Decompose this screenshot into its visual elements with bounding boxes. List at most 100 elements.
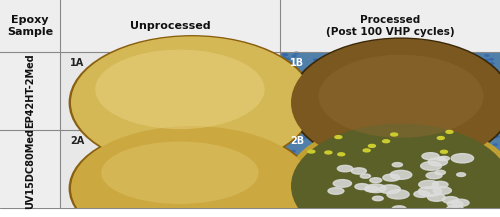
Circle shape <box>494 162 498 163</box>
Text: 1A: 1A <box>70 58 84 68</box>
Circle shape <box>342 100 346 102</box>
Circle shape <box>363 149 370 152</box>
Circle shape <box>490 59 494 60</box>
Circle shape <box>419 123 423 124</box>
Circle shape <box>309 89 313 90</box>
Circle shape <box>434 111 438 112</box>
Circle shape <box>412 165 416 167</box>
Circle shape <box>334 202 338 204</box>
Circle shape <box>492 129 496 131</box>
Circle shape <box>428 95 432 96</box>
Circle shape <box>470 138 474 140</box>
Circle shape <box>456 158 460 160</box>
Circle shape <box>420 191 424 193</box>
Circle shape <box>353 120 357 122</box>
Circle shape <box>278 135 282 137</box>
Circle shape <box>443 66 447 68</box>
Circle shape <box>380 87 384 89</box>
Circle shape <box>488 194 492 196</box>
Circle shape <box>386 144 390 146</box>
Circle shape <box>321 124 325 125</box>
Circle shape <box>318 202 322 203</box>
Circle shape <box>390 170 412 179</box>
Circle shape <box>420 115 424 117</box>
Circle shape <box>364 108 368 110</box>
Circle shape <box>393 96 397 97</box>
Circle shape <box>373 153 377 155</box>
Circle shape <box>488 72 492 73</box>
Circle shape <box>492 99 496 100</box>
Circle shape <box>338 153 344 156</box>
Circle shape <box>430 99 434 101</box>
Circle shape <box>374 133 378 135</box>
Circle shape <box>294 79 298 81</box>
Circle shape <box>420 162 442 170</box>
Circle shape <box>494 144 498 145</box>
Circle shape <box>395 155 399 157</box>
Circle shape <box>473 92 477 94</box>
Circle shape <box>408 188 412 189</box>
Circle shape <box>323 156 327 158</box>
Circle shape <box>412 116 416 117</box>
Circle shape <box>358 53 362 55</box>
Text: Unprocessed: Unprocessed <box>130 21 210 31</box>
Circle shape <box>442 151 446 153</box>
Circle shape <box>433 174 437 176</box>
Circle shape <box>474 193 478 194</box>
Circle shape <box>318 115 322 117</box>
Circle shape <box>342 166 346 168</box>
Circle shape <box>399 73 403 75</box>
Circle shape <box>382 122 386 123</box>
Circle shape <box>455 115 459 116</box>
Circle shape <box>292 163 296 164</box>
Circle shape <box>290 88 294 89</box>
Circle shape <box>412 118 416 120</box>
Circle shape <box>297 184 301 186</box>
Circle shape <box>298 161 302 163</box>
Circle shape <box>430 179 434 181</box>
Circle shape <box>469 58 473 59</box>
Circle shape <box>478 166 482 168</box>
Circle shape <box>394 181 398 183</box>
Circle shape <box>442 199 446 201</box>
Circle shape <box>460 181 464 183</box>
Circle shape <box>284 54 288 56</box>
Circle shape <box>431 199 435 201</box>
Circle shape <box>458 86 462 87</box>
Circle shape <box>302 137 306 139</box>
Circle shape <box>355 184 369 190</box>
Circle shape <box>298 132 302 134</box>
Ellipse shape <box>284 120 500 217</box>
Circle shape <box>312 110 316 111</box>
Circle shape <box>385 182 389 184</box>
Circle shape <box>392 138 396 140</box>
Circle shape <box>467 96 471 97</box>
Circle shape <box>336 110 340 112</box>
Circle shape <box>359 80 363 81</box>
Circle shape <box>305 90 309 92</box>
Circle shape <box>414 52 418 54</box>
Circle shape <box>468 155 472 156</box>
Circle shape <box>372 196 383 201</box>
Circle shape <box>476 192 480 193</box>
Ellipse shape <box>71 36 313 169</box>
Circle shape <box>298 114 302 115</box>
Circle shape <box>340 127 344 129</box>
Circle shape <box>460 101 464 103</box>
Circle shape <box>433 187 452 194</box>
Circle shape <box>360 122 364 123</box>
Circle shape <box>443 70 447 72</box>
Circle shape <box>426 172 442 179</box>
Circle shape <box>363 184 367 185</box>
Circle shape <box>288 183 292 184</box>
Ellipse shape <box>68 125 316 217</box>
Circle shape <box>310 91 314 93</box>
Circle shape <box>284 83 288 85</box>
Circle shape <box>379 210 392 216</box>
Circle shape <box>497 152 500 154</box>
Circle shape <box>460 148 464 150</box>
Circle shape <box>386 92 390 94</box>
Circle shape <box>432 67 436 69</box>
Circle shape <box>422 184 426 185</box>
Ellipse shape <box>95 50 264 129</box>
